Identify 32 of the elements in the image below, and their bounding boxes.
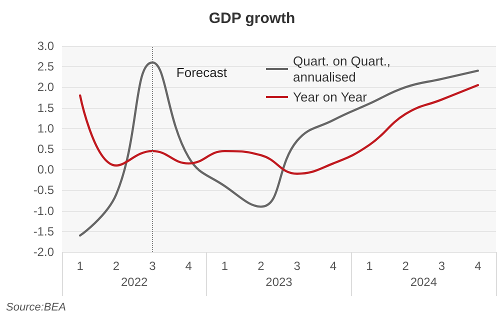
x-tick-label: 1 [221,259,228,273]
text: 2024 [410,275,438,289]
y-tick-label: 0.0 [37,162,54,177]
x-tick-label: 4 [474,259,482,273]
x-tick-label: 3 [294,259,301,273]
y-tick-label: 0.5 [37,142,54,156]
y-tick-label: 2.0 [37,80,54,94]
x-tick-label: 1 [366,259,374,273]
y-tick-label: 1.5 [37,100,54,115]
x-tick-label: 2 [112,259,120,273]
y-tick-label: 1.0 [37,121,54,136]
legend-label: Year on Year [293,90,368,104]
y-tick-label: 3.0 [37,39,54,53]
ref-line-label: Forecast [176,65,228,80]
x-tick-label: 1 [76,259,84,273]
line-series [78,84,480,175]
y-tick-label: -2.0 [33,245,54,259]
chart-title: GDP growth [208,10,296,27]
legend-label: Quart. on Quart., annualised [293,54,394,84]
x-tick-label: 4 [330,259,337,273]
x-tick-label: 3 [438,259,446,273]
x-tick-label: 3 [149,259,156,273]
source-note: Source:BEA [6,302,66,314]
text: 2022 [120,275,148,289]
y-tick-label: -1.0 [33,204,54,218]
text: 2023 [266,275,293,289]
x-tick-label: 2 [258,259,265,273]
x-tick-label: 4 [185,259,192,273]
y-tick-label: -0.5 [33,183,54,198]
x-tick-label: 2 [402,259,410,273]
y-tick-label: 2.5 [37,60,54,74]
y-tick-label: -1.5 [33,224,54,238]
